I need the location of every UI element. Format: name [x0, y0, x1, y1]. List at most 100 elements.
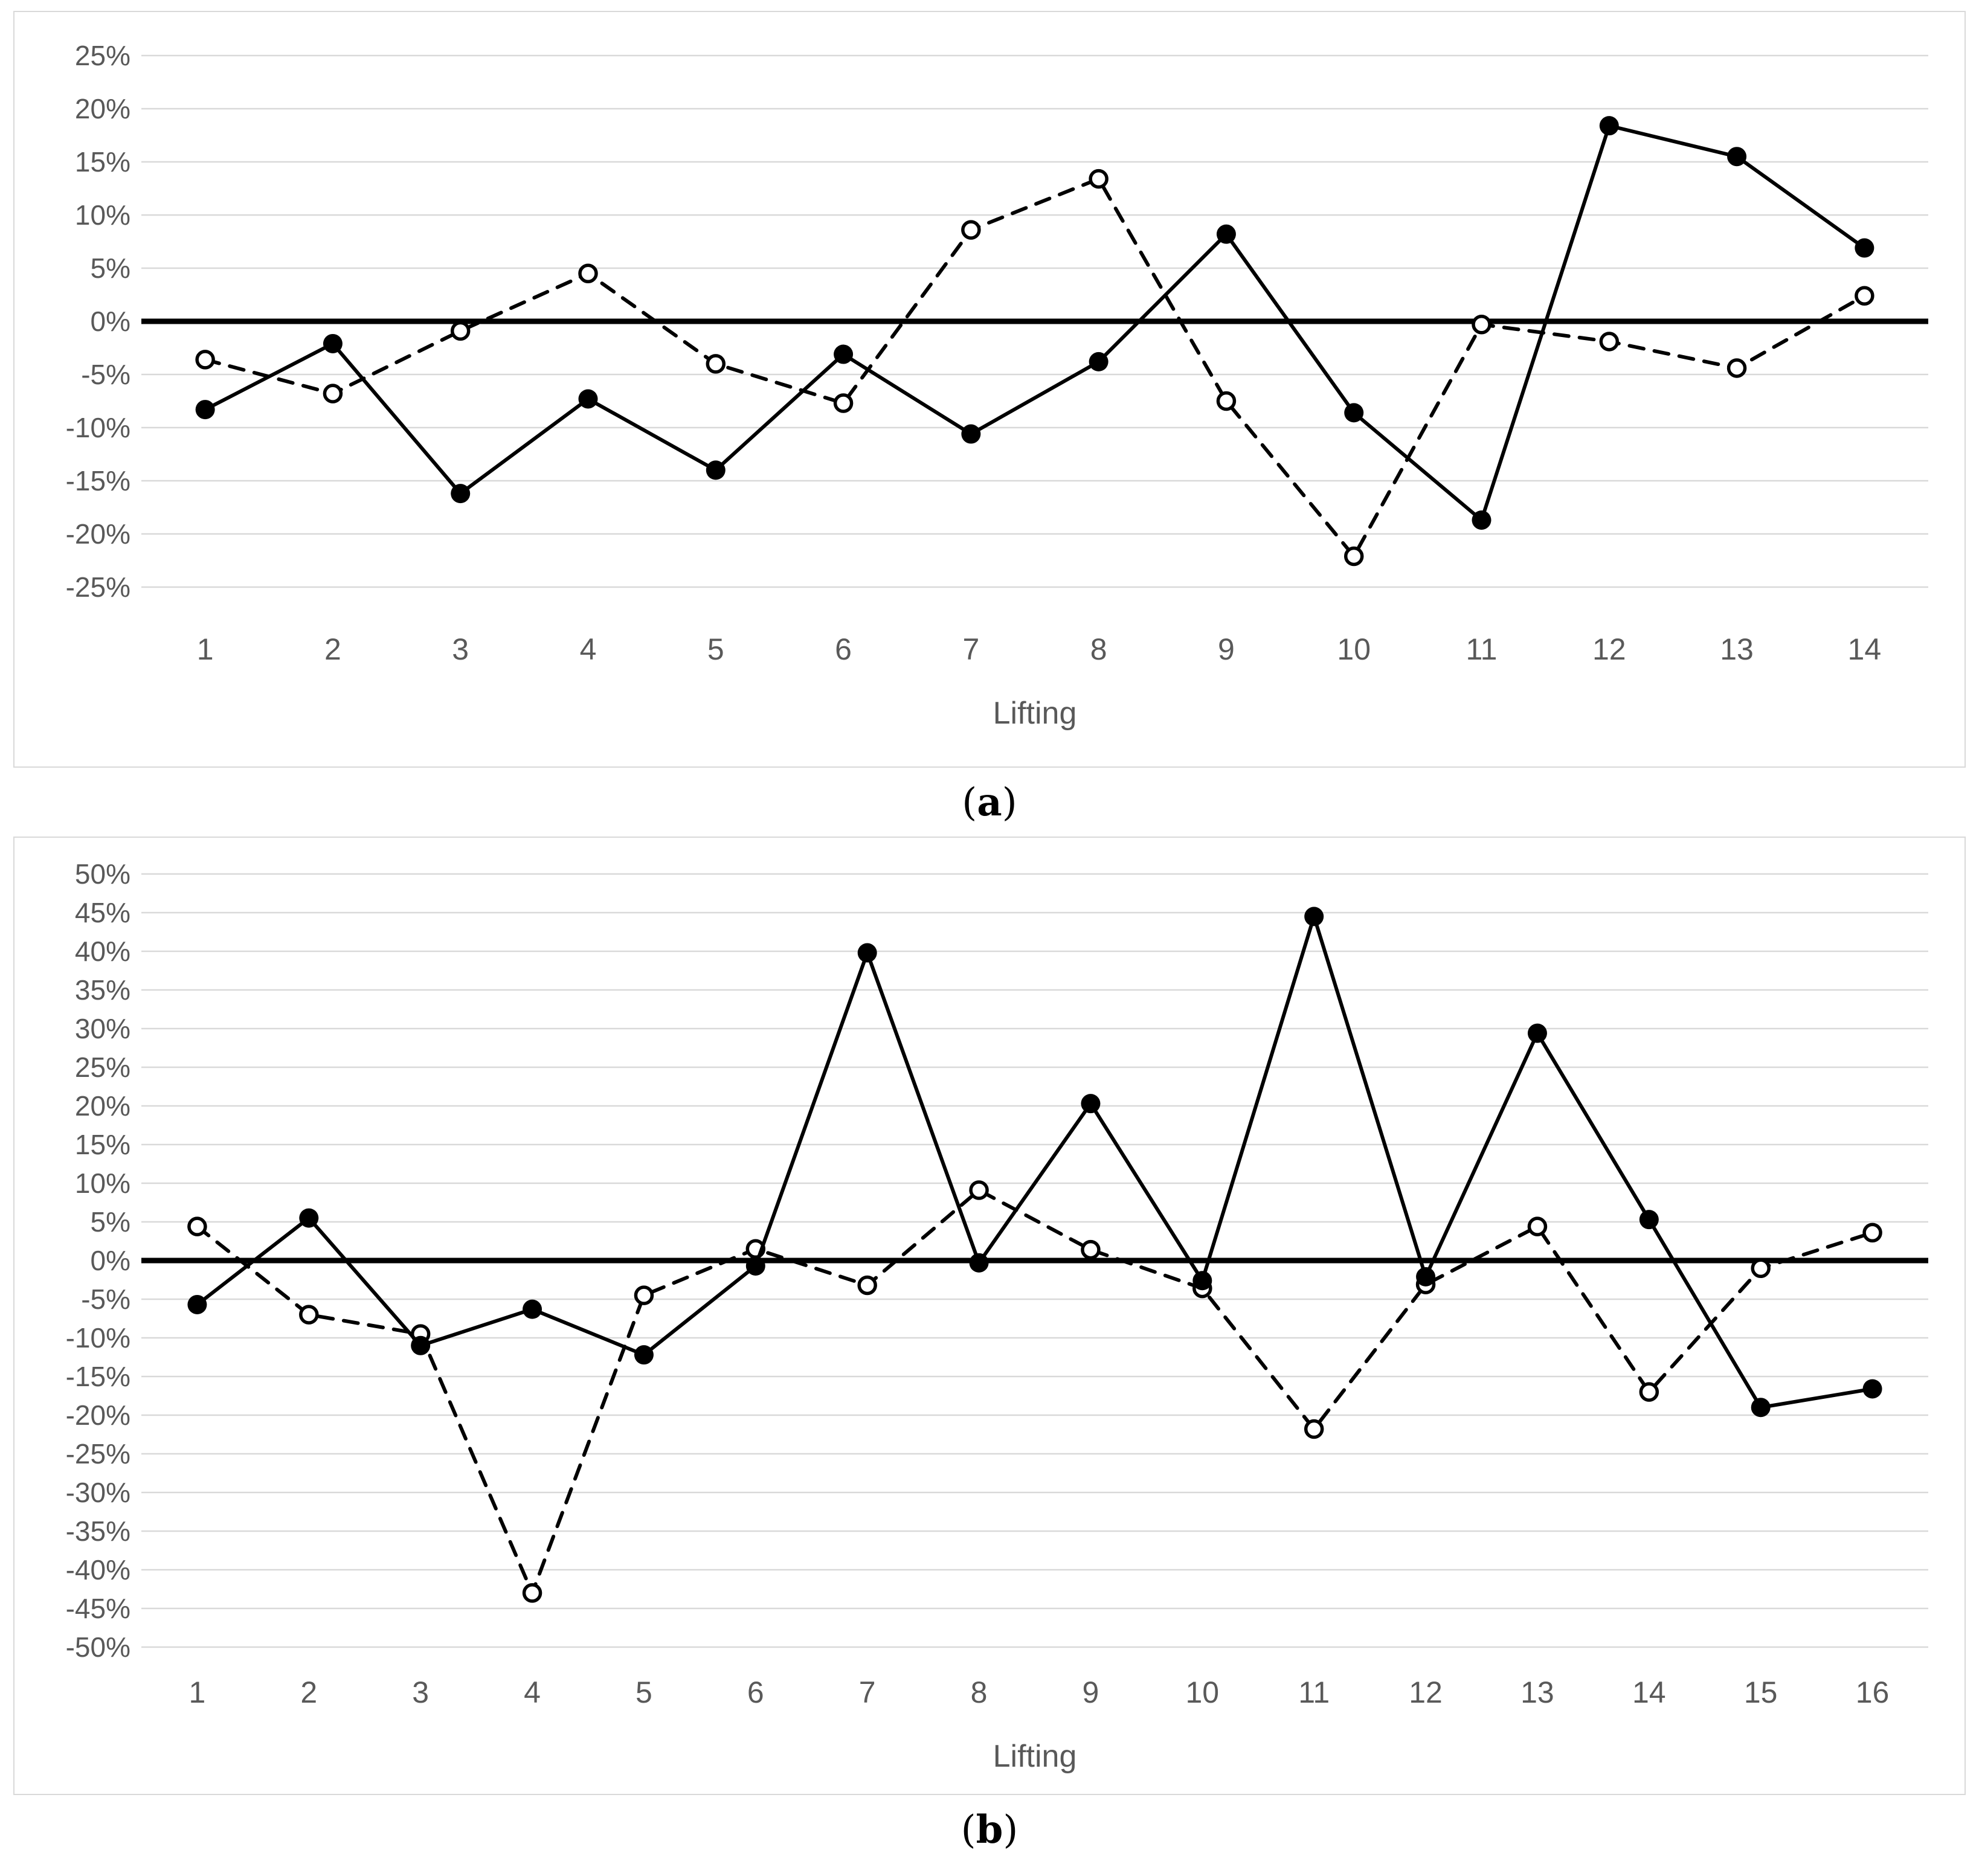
y-tick-label: 5%	[91, 1206, 130, 1238]
open-circle-marker	[857, 1275, 877, 1296]
open-circle-marker	[1081, 1239, 1101, 1260]
x-tick-label: 7	[962, 632, 979, 666]
y-tick-label: 0%	[91, 306, 130, 337]
y-tick-label: -30%	[66, 1477, 130, 1508]
x-tick-label: 12	[1592, 632, 1626, 666]
dashed-open-circle-series-line	[203, 177, 1867, 558]
solid-filled-circle-series-line	[195, 914, 1874, 1410]
x-tick-label: 3	[452, 632, 469, 666]
y-tick-label: 45%	[75, 897, 130, 928]
x-tick-label: 5	[636, 1675, 652, 1709]
open-circle-marker	[1862, 1222, 1882, 1243]
open-circle-marker	[1304, 1419, 1324, 1439]
x-tick-label: 14	[1632, 1675, 1666, 1709]
filled-circle-marker	[523, 1299, 542, 1319]
open-circle-marker	[961, 220, 981, 240]
filled-circle-marker	[857, 943, 877, 963]
filled-circle-marker	[299, 1208, 319, 1228]
filled-circle-marker	[745, 1256, 765, 1276]
filled-circle-marker	[1727, 147, 1747, 167]
open-circle-marker	[833, 393, 854, 413]
y-tick-label: -35%	[66, 1515, 130, 1547]
dashed-open-circle-series-line	[195, 1188, 1874, 1595]
open-circle-marker	[1599, 332, 1620, 352]
filled-circle-marker	[1089, 352, 1109, 371]
filled-circle-marker	[1192, 1271, 1212, 1291]
y-tick-label: -25%	[66, 1438, 130, 1470]
caption-b-letter: b	[976, 1807, 1003, 1852]
filled-circle-marker	[1599, 116, 1619, 136]
y-tick-label: -15%	[66, 465, 130, 496]
x-tick-label: 8	[1090, 632, 1107, 666]
open-circle-marker	[1639, 1382, 1659, 1402]
x-tick-label: 10	[1186, 1675, 1220, 1709]
filled-circle-marker	[1216, 224, 1236, 244]
x-axis-title: Lifting	[993, 696, 1077, 731]
caption-b-close-paren: )	[1003, 1808, 1018, 1852]
y-tick-label: 0%	[91, 1245, 130, 1276]
y-tick-label: 15%	[75, 1129, 130, 1160]
figure-b: 50% 45% 40% 35% 30% 25% 20% 15% 10% 5% 0% -5% -10% -1…	[13, 837, 1966, 1864]
y-tick-label: 35%	[75, 974, 130, 1006]
caption-b-open-paren: (	[961, 1808, 976, 1852]
open-circle-marker	[323, 384, 343, 403]
y-tick-label: -10%	[66, 1322, 130, 1354]
x-tick-label: 4	[524, 1675, 541, 1709]
y-tick-label: -10%	[66, 412, 130, 443]
filled-circle-marker	[1344, 403, 1364, 423]
y-tick-label: -25%	[66, 571, 130, 603]
filled-circle-marker	[1472, 510, 1491, 530]
y-tick-label: 30%	[75, 1013, 130, 1044]
x-tick-label: 13	[1520, 1675, 1554, 1709]
x-tick-label: 8	[971, 1675, 988, 1709]
filled-circle-marker	[1416, 1267, 1436, 1287]
filled-circle-marker	[323, 333, 343, 353]
x-tick-label: 9	[1083, 1675, 1099, 1709]
open-circle-marker	[450, 321, 471, 341]
open-circle-marker	[1527, 1216, 1548, 1236]
filled-circle-marker	[706, 460, 726, 480]
chart-a-panel: 25% 20% 15% 10% 5% 0% -5% -10% -15% -20% -25% 1 2 3 4 5…	[13, 11, 1966, 768]
x-tick-label: 1	[189, 1675, 206, 1709]
open-circle-marker	[1216, 391, 1237, 411]
x-tick-label: 2	[300, 1675, 317, 1709]
x-tick-label: 6	[835, 632, 852, 666]
chart-a-line-chart: 25%20%15%10%5%0%-5%-10%-15%-20%-25%1 2 3 4 5…	[66, 40, 1928, 731]
y-tick-label: -40%	[66, 1554, 130, 1585]
figure-a: 25% 20% 15% 10% 5% 0% -5% -10% -15% -20% -25% 1 2 3 4 5…	[13, 11, 1966, 837]
x-tick-label: 13	[1720, 632, 1754, 666]
open-circle-marker	[522, 1583, 542, 1603]
x-tick-label: 3	[412, 1675, 429, 1709]
y-tick-label: 25%	[75, 40, 130, 71]
open-circle-marker	[195, 350, 215, 370]
y-tick-label: -50%	[66, 1631, 130, 1663]
open-circle-marker	[706, 354, 726, 374]
filled-circle-marker	[1304, 907, 1324, 927]
filled-circle-marker	[1862, 1379, 1882, 1399]
solid-filled-circle-series-line	[203, 124, 1867, 522]
open-circle-marker	[1089, 169, 1109, 189]
filled-circle-marker	[834, 344, 854, 364]
caption-a: (a)	[13, 768, 1966, 837]
x-tick-label: 10	[1337, 632, 1371, 666]
caption-b: (b)	[13, 1795, 1966, 1864]
y-tick-label: 10%	[75, 199, 130, 231]
open-circle-marker	[969, 1180, 989, 1200]
open-circle-marker	[1472, 315, 1491, 335]
x-tick-label: 11	[1466, 632, 1498, 666]
chart-b-line-chart: 50% 45% 40% 35% 30% 25% 20% 15% 10% 5% 0% -5% -10% -1…	[66, 858, 1928, 1774]
filled-circle-marker	[961, 424, 981, 444]
x-tick-label: 15	[1744, 1675, 1778, 1709]
x-tick-label: 2	[324, 632, 341, 666]
filled-circle-marker	[1855, 238, 1874, 258]
y-tick-label: -20%	[66, 518, 130, 550]
y-tick-label: 20%	[75, 93, 130, 124]
open-circle-marker	[578, 263, 598, 284]
y-tick-label: 20%	[75, 1090, 130, 1122]
y-tick-label: -20%	[66, 1399, 130, 1431]
open-circle-marker	[634, 1285, 654, 1305]
filled-circle-marker	[195, 400, 215, 420]
x-tick-label: 4	[580, 632, 597, 666]
caption-a-letter: a	[977, 780, 1002, 825]
y-tick-label: -45%	[66, 1593, 130, 1624]
